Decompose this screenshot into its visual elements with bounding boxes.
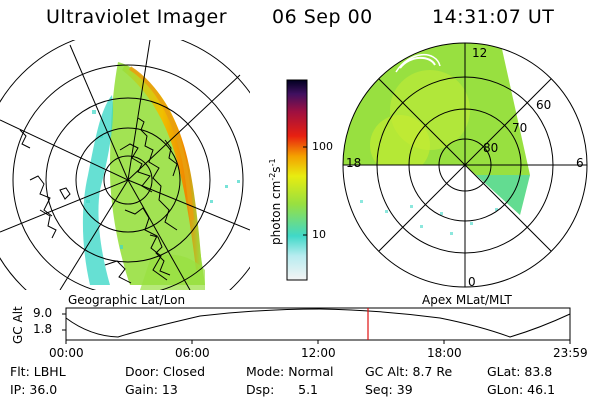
door-value: Door: Closed xyxy=(125,364,206,379)
orbit-ytick-1.8: 1.8 xyxy=(33,322,53,336)
orbit-xtick-0600: 06:00 xyxy=(175,346,210,360)
apex-panel-label: Apex MLat/MLT xyxy=(422,293,512,307)
orbit-ytick-9: 9.0 xyxy=(33,306,53,320)
mlat-label-80: 80 xyxy=(483,141,499,155)
glon-value: GLon: 46.1 xyxy=(487,382,556,397)
flt-value: Flt: LBHL xyxy=(10,364,66,379)
mlt-label-18: 18 xyxy=(346,156,362,170)
dsp-value: Dsp: 5.1 xyxy=(246,382,319,397)
colorbar-tick-100: 100 xyxy=(312,140,333,153)
polar-plot xyxy=(342,42,588,288)
orbit-xtick-2359: 23:59 xyxy=(553,346,588,360)
orbit-xtick-1800: 18:00 xyxy=(427,346,462,360)
glat-value: GLat: 83.8 xyxy=(487,364,553,379)
mode-value: Mode: Normal xyxy=(246,364,334,379)
mlt-label-6: 6 xyxy=(576,156,584,170)
instrument-title: Ultraviolet Imager xyxy=(46,6,228,28)
geographic-map xyxy=(0,40,250,290)
orbit-xtick-0000: 00:00 xyxy=(49,346,84,360)
mlat-label-70: 70 xyxy=(512,121,528,135)
time-label: 14:31:07 UT xyxy=(432,6,555,28)
colorbar-tick-10: 10 xyxy=(312,228,326,241)
geographic-panel-label: Geographic Lat/Lon xyxy=(68,293,186,307)
colorbar xyxy=(286,79,308,281)
orbit-ylabel: GC Alt xyxy=(11,306,25,344)
mlt-label-0: 0 xyxy=(468,275,476,289)
ip-value: IP: 36.0 xyxy=(10,382,58,397)
orbit-xtick-1200: 12:00 xyxy=(301,346,336,360)
colorbar-ticks xyxy=(303,146,307,236)
date-label: 06 Sep 00 xyxy=(272,6,373,28)
colorbar-unit-label: photon cm-2s-1 xyxy=(268,158,283,245)
seq-value: Seq: 39 xyxy=(365,382,413,397)
gcalt-value: GC Alt: 8.7 Re xyxy=(365,364,453,379)
mlat-label-60: 60 xyxy=(536,98,552,112)
gain-value: Gain: 13 xyxy=(125,382,178,397)
orbit-plot xyxy=(62,307,571,344)
mlt-label-12: 12 xyxy=(472,46,488,60)
